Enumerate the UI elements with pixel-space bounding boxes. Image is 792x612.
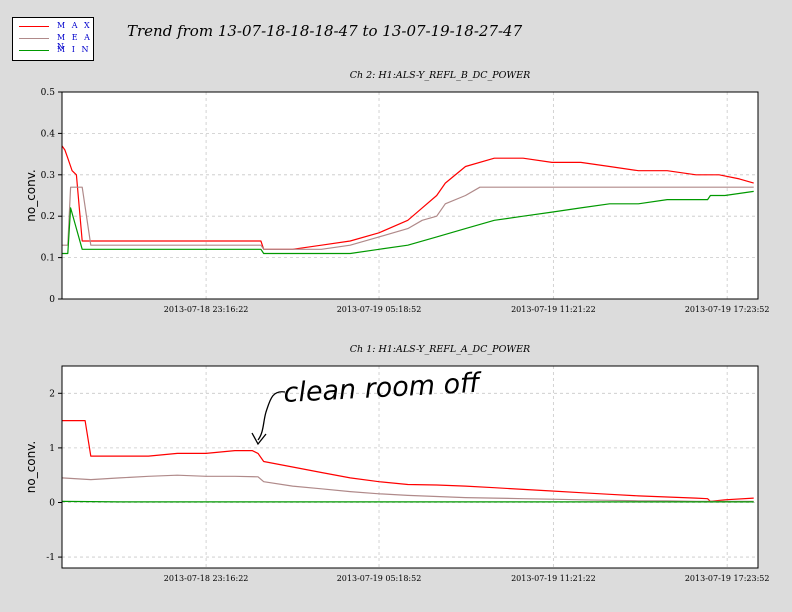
chart-ch2: 2013-07-18 23:16:22 2013-07-19 05:18:52 20… (24, 70, 769, 314)
chart-title: Ch 2: H1:ALS-Y_REFL_B_DC_POWER (350, 70, 531, 81)
x-tick-label: 2013-07-19 05:18:52 (337, 574, 422, 583)
legend-swatch-min (19, 50, 49, 51)
y-tick-label: -1 (46, 553, 55, 563)
series-line-min (62, 190, 754, 255)
series-line-mean (62, 186, 754, 250)
y-tick-label: 0.4 (41, 129, 56, 139)
legend-item-max: M A X (13, 21, 93, 33)
main-title: Trend from 13-07-18-18-18-47 to 13-07-19… (127, 22, 523, 40)
y-axis-label: no_conv. (24, 169, 38, 221)
legend-item-min: M I N (13, 45, 93, 57)
series-line-max (61, 145, 754, 250)
chart-ch1: 2013-07-18 23:16:22 2013-07-19 05:18:52 20… (24, 344, 769, 583)
y-tick-label: 2 (49, 389, 55, 399)
series-line-min (61, 500, 754, 503)
plot-area (62, 92, 758, 299)
chart-title: Ch 1: H1:ALS-Y_REFL_A_DC_POWER (350, 344, 530, 355)
x-tick-label: 2013-07-19 17:23:52 (685, 574, 770, 583)
annotation-arrow (251, 391, 286, 446)
x-tick-label: 2013-07-18 23:16:22 (164, 305, 249, 314)
plot-area (62, 366, 758, 568)
legend-item-mean: M E A N (13, 33, 93, 51)
y-tick-label: 0.5 (41, 88, 56, 98)
x-tick-label: 2013-07-18 23:16:22 (164, 574, 249, 583)
x-tick-label: 2013-07-19 11:21:22 (511, 305, 596, 314)
x-tick-label: 2013-07-19 17:23:52 (685, 305, 770, 314)
y-tick-label: 0.3 (41, 171, 56, 181)
y-axis-label: no_conv. (24, 441, 38, 493)
y-tick-label: 0.2 (41, 212, 55, 222)
plot-frame (61, 91, 759, 300)
y-tick-label: 0 (49, 498, 55, 508)
legend: M A X M E A N M I N (12, 17, 94, 61)
y-tick-label: 1 (49, 444, 55, 454)
series-line-mean (61, 474, 754, 502)
legend-label-min: M I N (57, 45, 91, 54)
series-line-max (62, 420, 754, 502)
x-tick-label: 2013-07-19 11:21:22 (511, 574, 596, 583)
x-tick-label: 2013-07-19 05:18:52 (337, 305, 422, 314)
legend-label-mean: M E A N (57, 33, 92, 51)
legend-swatch-mean (19, 38, 49, 39)
plot-frame (61, 365, 759, 569)
y-tick-label: 0 (49, 295, 55, 305)
legend-swatch-max (19, 26, 49, 27)
y-tick-label: 0.1 (41, 254, 55, 264)
legend-label-max: M A X (57, 21, 92, 30)
